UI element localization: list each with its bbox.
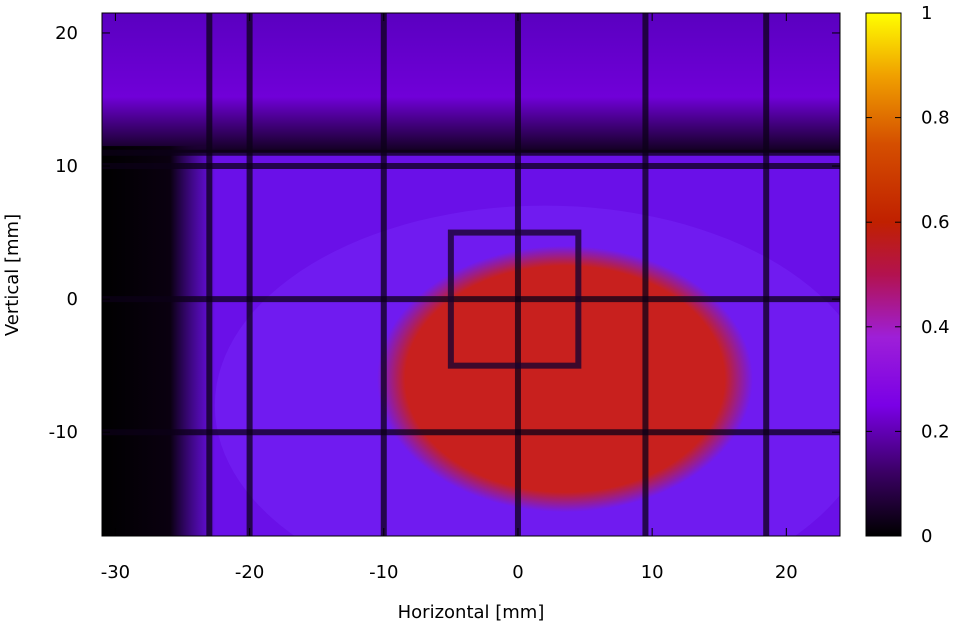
- y-tick-label: -10: [49, 422, 78, 443]
- colorbar-tick-label: 0: [921, 526, 932, 547]
- colorbar-tick-label: 0.6: [921, 212, 950, 233]
- y-tick-label: 20: [55, 23, 78, 44]
- heatmap-inner-frame: [447, 229, 582, 369]
- heatmap-top-band: [102, 13, 840, 153]
- y-axis-label: Vertical [mm]: [2, 214, 23, 336]
- colorbar-tick-label: 1: [921, 3, 932, 24]
- y-tick-label: 10: [55, 156, 78, 177]
- y-tick-label: 0: [67, 289, 78, 310]
- plot-frame: [101, 12, 841, 537]
- colorbar: [865, 12, 902, 537]
- x-tick-label: -10: [369, 562, 398, 583]
- colorbar-ticks: 0 0.2 0.4 0.6 0.8 1: [866, 3, 950, 547]
- axes: -30 -20 -10 0 10 20 20 10 0 -10: [49, 13, 840, 583]
- heatmap-plot-area: [102, 13, 840, 536]
- x-tick-label: 20: [775, 562, 798, 583]
- x-axis-label: Horizontal [mm]: [398, 602, 545, 623]
- x-tick-label: 10: [641, 562, 664, 583]
- x-tick-label: 0: [512, 562, 523, 583]
- x-tick-label: -20: [235, 562, 264, 583]
- heatmap-hot-spot: [377, 245, 753, 513]
- heatmap-dark-edge: [102, 146, 216, 536]
- colorbar-tick-label: 0.8: [921, 108, 950, 129]
- colorbar-tick-label: 0.4: [921, 317, 950, 338]
- colorbar-tick-label: 0.2: [921, 421, 950, 442]
- x-tick-label: -30: [101, 562, 130, 583]
